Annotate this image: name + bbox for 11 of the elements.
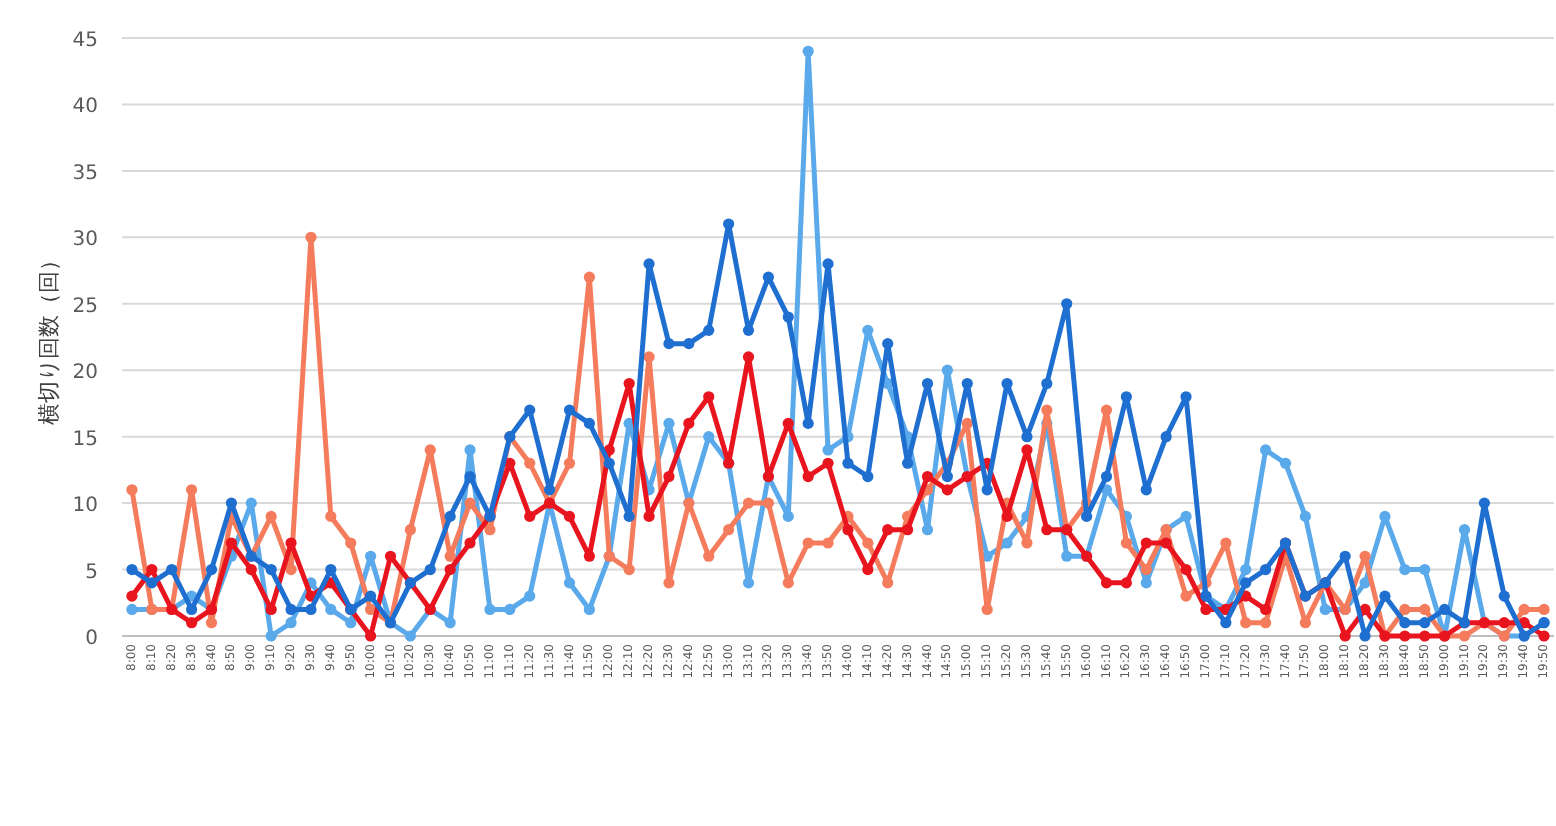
y-tick-label: 35 — [72, 162, 98, 185]
y-tick-label: 10 — [72, 495, 98, 518]
y-tick-label: 45 — [72, 30, 98, 52]
y-tick-label: 5 — [85, 561, 98, 584]
y-tick-label: 0 — [85, 628, 98, 650]
y-tick-label: 40 — [72, 96, 98, 119]
y-tick-label: 15 — [72, 428, 98, 451]
y-tick-label: 20 — [72, 362, 98, 385]
y-tick-label: 30 — [72, 229, 98, 252]
y-tick-label: 25 — [72, 295, 98, 318]
y-axis-title: 横切り回数（回） — [36, 249, 62, 425]
